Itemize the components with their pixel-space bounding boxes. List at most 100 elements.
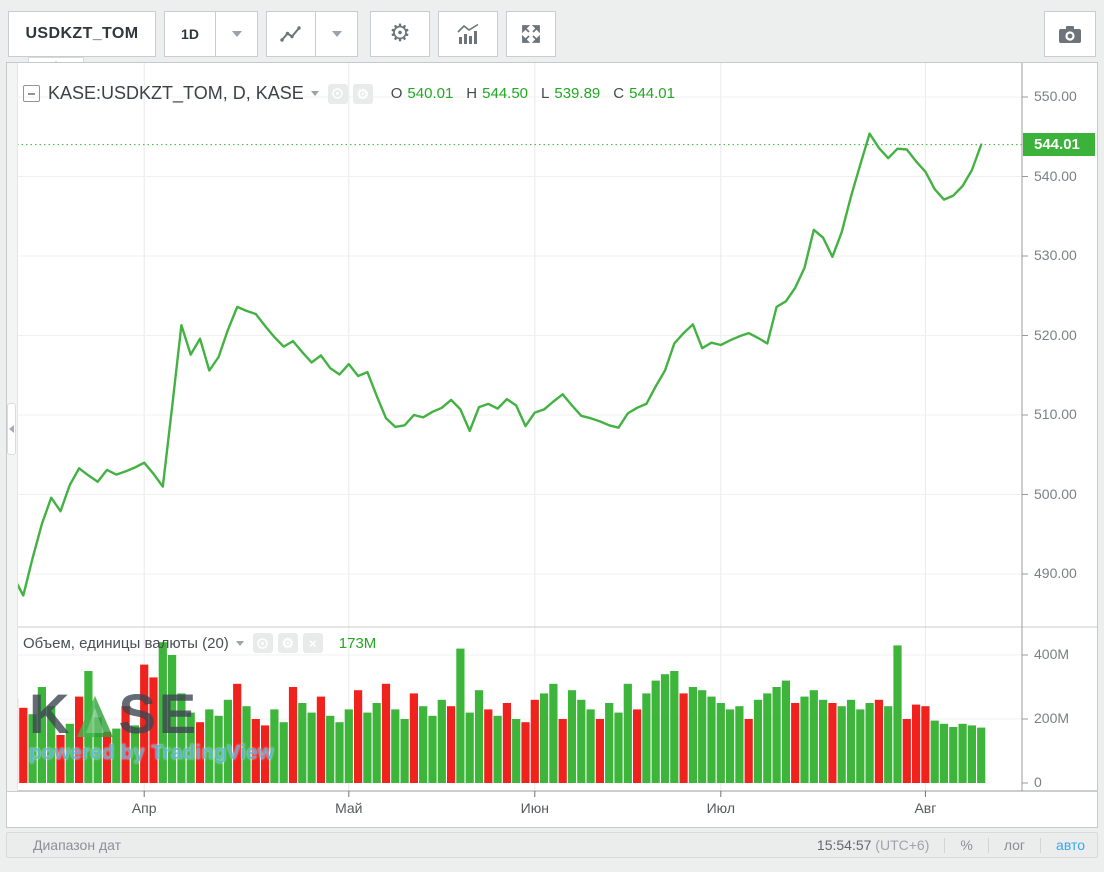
gear-icon[interactable]: ⚙ xyxy=(277,633,298,653)
volume-bar xyxy=(363,712,372,783)
ohlc-open-label: O xyxy=(390,85,403,102)
chart-type-group xyxy=(266,11,358,57)
close-icon[interactable]: × xyxy=(302,633,323,653)
chevron-down-icon[interactable] xyxy=(235,640,244,646)
volume-bar xyxy=(391,709,400,783)
volume-bar xyxy=(744,719,753,783)
volume-bar xyxy=(121,706,130,783)
volume-bar xyxy=(242,706,251,783)
volume-bar xyxy=(809,690,818,783)
volume-bar xyxy=(205,709,214,783)
status-bar: Диапазон дат 15:54:57 (UTC+6) % лог авто xyxy=(6,832,1098,858)
volume-bar xyxy=(642,693,651,783)
drawing-toolbar-strip xyxy=(7,63,18,791)
chart-canvas[interactable] xyxy=(7,63,1097,827)
top-toolbar: USDKZT_TOM 1D ⚙ xyxy=(8,10,1096,58)
volume-bar xyxy=(307,712,316,783)
price-axis[interactable]: 544.01 550.00 540.00 530.00 520.00 510.00 500… xyxy=(1023,63,1097,791)
gear-icon: ⚙ xyxy=(389,20,411,47)
chevron-down-icon[interactable] xyxy=(310,91,319,96)
volume-bar xyxy=(884,706,893,783)
volume-bar xyxy=(186,712,195,783)
drawing-toolbar-handle[interactable] xyxy=(7,403,16,455)
auto-scale-toggle[interactable]: авто xyxy=(1056,837,1085,853)
price-axis-label: 500.00 xyxy=(1034,485,1077,502)
fullscreen-button[interactable] xyxy=(506,11,556,57)
ohlc-values: O 540.01 H 544.50 L 539.89 C 544.01 xyxy=(391,85,688,102)
volume-bar xyxy=(726,709,735,783)
volume-bar xyxy=(512,719,521,783)
volume-bar xyxy=(567,690,577,783)
volume-bar xyxy=(595,719,604,783)
indicators-button[interactable] xyxy=(438,11,498,57)
symbol-button[interactable]: USDKZT_TOM xyxy=(8,11,156,57)
volume-bar xyxy=(856,709,865,783)
chart-type-button[interactable] xyxy=(266,11,316,57)
volume-bar xyxy=(84,671,93,783)
ohlc-high-label: H xyxy=(466,85,478,102)
volume-bar xyxy=(633,709,642,783)
volume-bar xyxy=(800,696,809,783)
price-axis-label: 550.00 xyxy=(1034,88,1077,104)
volume-bar xyxy=(270,709,279,783)
volume-bar xyxy=(335,722,344,783)
eye-icon[interactable] xyxy=(252,633,273,653)
volume-bar xyxy=(781,680,790,783)
volume-bar xyxy=(316,696,325,783)
clock: 15:54:57 (UTC+6) xyxy=(816,837,930,853)
log-scale-toggle[interactable]: лог xyxy=(1003,837,1026,853)
volume-bar xyxy=(586,709,595,783)
volume-bar xyxy=(261,725,270,783)
ohlc-open-value: 540.01 xyxy=(407,85,454,102)
volume-bar xyxy=(623,683,632,783)
ohlc-high-value: 544.50 xyxy=(482,85,529,102)
eye-icon[interactable] xyxy=(327,83,348,104)
month-label: Авг xyxy=(914,800,937,816)
volume-bar xyxy=(614,712,623,783)
volume-bar xyxy=(372,703,381,783)
fullscreen-icon xyxy=(522,25,540,43)
interval-dropdown-button[interactable] xyxy=(216,11,258,57)
volume-bar xyxy=(967,725,976,783)
volume-bar xyxy=(735,706,744,783)
interval-group: 1D xyxy=(164,11,258,57)
volume-bar xyxy=(47,706,56,783)
price-line-series xyxy=(12,132,983,597)
volume-bar xyxy=(493,715,502,783)
percent-scale-toggle[interactable]: % xyxy=(960,837,973,853)
volume-bar xyxy=(56,735,65,783)
volume-bar xyxy=(837,706,846,783)
chevron-down-icon xyxy=(231,31,242,37)
volume-bar xyxy=(223,699,232,783)
volume-bar xyxy=(409,693,418,783)
volume-legend-title[interactable]: Объем, единицы валюты (20) xyxy=(23,634,229,652)
volume-bar xyxy=(660,674,670,783)
legend-collapse-icon[interactable] xyxy=(23,85,40,102)
volume-bar xyxy=(437,699,446,783)
volume-bar xyxy=(939,723,949,783)
volume-bar xyxy=(65,723,74,783)
volume-bar xyxy=(354,690,363,783)
chevron-down-icon xyxy=(331,31,342,37)
volume-bar xyxy=(130,725,139,783)
legend-title[interactable]: KASE:USDKZT_TOM, D, KASE xyxy=(48,83,304,103)
time-axis[interactable]: Апр Май Июн Июл Авг xyxy=(7,791,1097,827)
separator xyxy=(987,837,989,853)
volume-bar xyxy=(93,717,102,783)
chart-frame: KASE:USDKZT_TOM, D, KASE ⚙ O 540.01 H 54… xyxy=(6,62,1098,828)
ohlc-close-label: C xyxy=(613,85,625,102)
price-axis-label: 530.00 xyxy=(1034,247,1077,263)
volume-axis-label: 400M xyxy=(1034,646,1070,662)
date-range-button[interactable]: Диапазон дат xyxy=(33,837,122,853)
interval-button[interactable]: 1D xyxy=(164,11,216,57)
chart-type-dropdown-button[interactable] xyxy=(316,11,358,57)
timezone-label: (UTC+6) xyxy=(875,837,930,853)
settings-button[interactable]: ⚙ xyxy=(370,11,430,57)
snapshot-button[interactable] xyxy=(1044,11,1096,57)
volume-bar xyxy=(140,664,149,783)
volume-bar xyxy=(502,703,511,783)
gear-icon[interactable]: ⚙ xyxy=(352,83,373,104)
volume-bar xyxy=(530,699,539,783)
month-label: Май xyxy=(335,800,363,816)
